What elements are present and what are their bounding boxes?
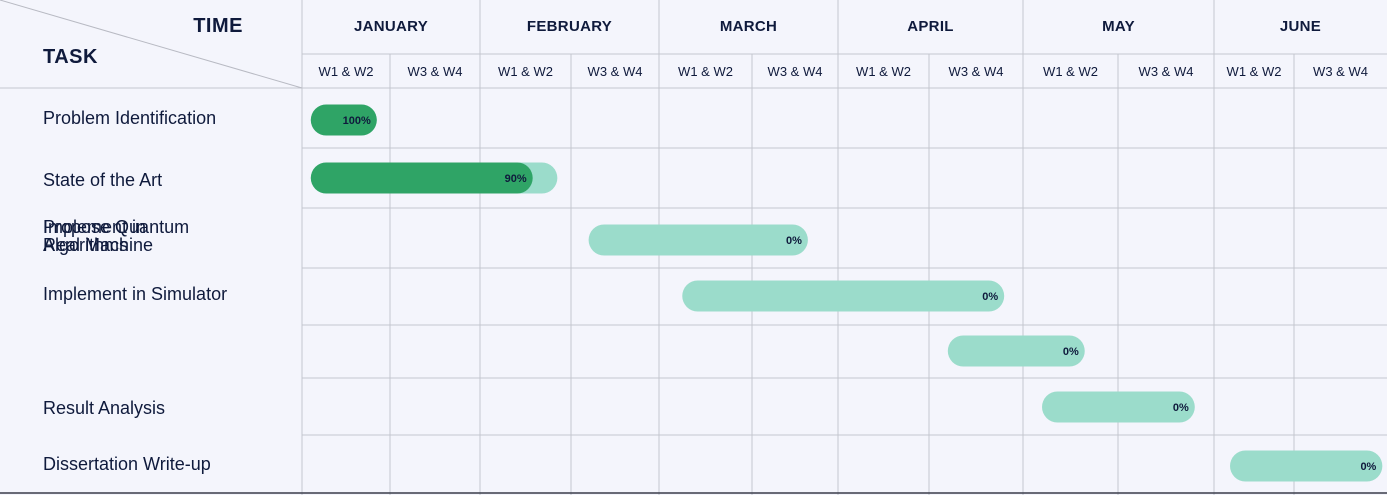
task-label: Propose Quantum Algorithms <box>43 217 189 255</box>
month-headers: JANUARY FEBRUARY MARCH APRIL MAY JUNE <box>354 18 1321 35</box>
month-header: MAY <box>1102 18 1135 35</box>
week-header: W1 & W2 <box>498 64 553 79</box>
task-bar <box>1042 391 1195 423</box>
week-header: W1 & W2 <box>678 64 733 79</box>
week-header: W3 & W4 <box>1139 64 1194 79</box>
task-label: Implement in Simulator <box>43 284 227 304</box>
week-headers: W1 & W2 W3 & W4 W1 & W2 W3 & W4 W1 & W2 W3 & … <box>319 64 1368 79</box>
progress-label: 0% <box>1173 402 1189 414</box>
month-header: JANUARY <box>354 18 428 35</box>
week-header: W3 & W4 <box>1313 64 1368 79</box>
corner-diagonal <box>0 0 303 89</box>
task-bar <box>682 280 1005 312</box>
progress-label: 0% <box>1360 461 1376 473</box>
progress-bar <box>310 162 533 194</box>
week-header: W1 & W2 <box>319 64 374 79</box>
week-header: W3 & W4 <box>768 64 823 79</box>
month-header: JUNE <box>1280 18 1321 35</box>
progress-label: 0% <box>1063 346 1079 358</box>
week-header: W3 & W4 <box>588 64 643 79</box>
header-task-label: TASK <box>43 46 98 68</box>
progress-bar <box>310 104 377 136</box>
month-header: APRIL <box>907 18 954 35</box>
task-bars: 100% 90% 0% 0% 0% 0% 0% <box>310 104 1383 482</box>
progress-label: 100% <box>343 115 371 127</box>
progress-label: 0% <box>982 291 998 303</box>
task-label: Dissertation Write-up <box>43 454 211 474</box>
progress-label: 0% <box>786 235 802 247</box>
header-time-label: TIME <box>193 15 243 37</box>
week-header: W1 & W2 <box>1043 64 1098 79</box>
task-bar <box>588 224 808 256</box>
month-header: MARCH <box>720 18 777 35</box>
progress-label: 90% <box>505 173 527 185</box>
week-header: W1 & W2 <box>1227 64 1282 79</box>
week-header: W1 & W2 <box>856 64 911 79</box>
month-header: FEBRUARY <box>527 18 612 35</box>
task-label: State of the Art <box>43 170 162 190</box>
task-label: Problem Identification <box>43 108 216 128</box>
task-label: Result Analysis <box>43 398 165 418</box>
task-bar <box>947 335 1085 367</box>
task-label: Implement in Real Machine <box>43 217 153 255</box>
week-header: W3 & W4 <box>408 64 463 79</box>
week-header: W3 & W4 <box>949 64 1004 79</box>
task-bar <box>1230 450 1383 482</box>
task-labels: Problem Identification State of the Art Pr… <box>43 108 227 474</box>
